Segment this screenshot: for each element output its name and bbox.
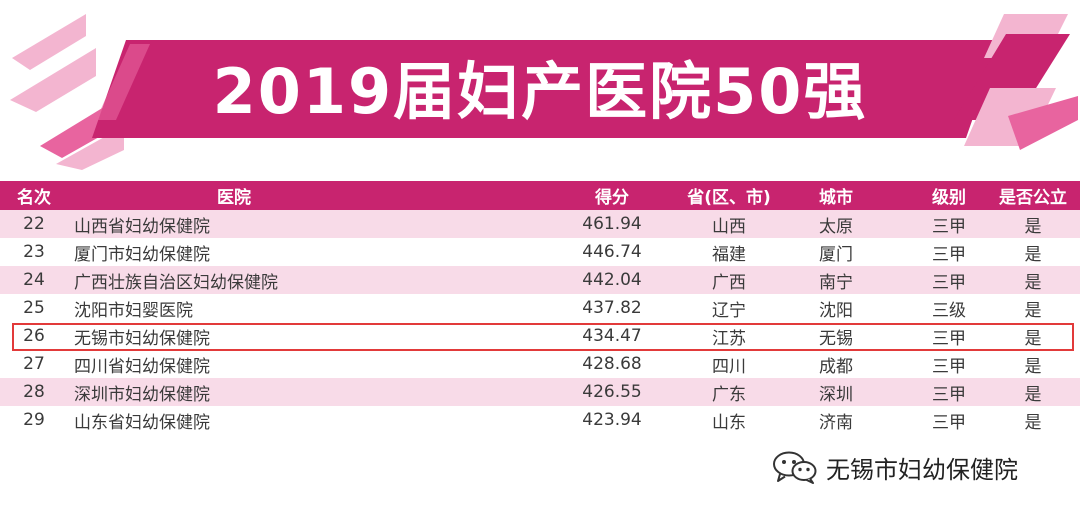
score-cell: 423.94 xyxy=(582,410,642,430)
hospital-cell: 广西壮族自治区妇幼保健院 xyxy=(74,272,278,293)
header-city: 城市 xyxy=(819,188,853,208)
score-cell: 461.94 xyxy=(582,214,642,234)
city-cell: 无锡 xyxy=(819,328,853,349)
left-stripe-1 xyxy=(12,14,86,70)
wechat-icon xyxy=(773,451,817,484)
rank-cell: 25 xyxy=(23,298,45,318)
table-row: 22 山西省妇幼保健院 461.94 山西 太原 三甲 是 xyxy=(0,210,1080,238)
right-stripe-2 xyxy=(954,34,1070,120)
public-cell: 是 xyxy=(1024,356,1042,377)
city-cell: 成都 xyxy=(819,356,853,377)
province-cell: 广西 xyxy=(712,272,746,293)
public-cell: 是 xyxy=(1024,412,1042,433)
hospital-cell: 山西省妇幼保健院 xyxy=(74,216,210,237)
score-cell: 442.04 xyxy=(582,270,642,290)
hospital-cell: 深圳市妇幼保健院 xyxy=(74,384,210,405)
city-cell: 厦门 xyxy=(819,244,853,265)
banner-graphic xyxy=(10,14,1078,170)
row-highlight-box xyxy=(12,323,1074,351)
table-row: 29 山东省妇幼保健院 423.94 山东 济南 三甲 是 xyxy=(0,406,1080,434)
wechat-watermark: 无锡市妇幼保健院 xyxy=(772,450,1018,484)
title-banner: 2019届妇产医院50强 xyxy=(0,0,1080,172)
header-rank: 名次 xyxy=(17,188,51,208)
level-cell: 三甲 xyxy=(932,244,966,265)
rank-cell: 22 xyxy=(23,214,45,234)
hospital-cell: 厦门市妇幼保健院 xyxy=(74,244,210,265)
rank-cell: 24 xyxy=(23,270,45,290)
hospital-cell: 沈阳市妇婴医院 xyxy=(74,300,193,321)
level-cell: 三甲 xyxy=(932,328,966,349)
header-public: 是否公立 xyxy=(999,188,1067,208)
score-cell: 434.47 xyxy=(582,326,642,346)
header-province: 省(区、市) xyxy=(687,188,771,208)
hospital-cell: 山东省妇幼保健院 xyxy=(74,412,210,433)
province-cell: 辽宁 xyxy=(712,300,746,321)
province-cell: 四川 xyxy=(712,356,746,377)
header-level: 级别 xyxy=(932,188,966,208)
public-cell: 是 xyxy=(1024,272,1042,293)
banner-title: 2019届妇产医院50强 xyxy=(212,55,868,128)
province-cell: 福建 xyxy=(712,244,746,265)
right-stripe-4 xyxy=(1008,96,1078,150)
level-cell: 三甲 xyxy=(932,412,966,433)
table-row-highlighted: 26 无锡市妇幼保健院 434.47 江苏 无锡 三甲 是 xyxy=(0,322,1080,350)
city-cell: 济南 xyxy=(819,412,853,433)
hospital-cell: 四川省妇幼保健院 xyxy=(74,356,210,377)
level-cell: 三甲 xyxy=(932,356,966,377)
level-cell: 三甲 xyxy=(932,272,966,293)
watermark-text: 无锡市妇幼保健院 xyxy=(826,455,1018,484)
rank-cell: 29 xyxy=(23,410,45,430)
header-score: 得分 xyxy=(595,188,629,208)
rank-cell: 23 xyxy=(23,242,45,262)
city-cell: 太原 xyxy=(819,216,853,237)
level-cell: 三级 xyxy=(932,300,966,321)
score-cell: 437.82 xyxy=(582,298,642,318)
score-cell: 446.74 xyxy=(582,242,642,262)
score-cell: 426.55 xyxy=(582,382,642,402)
level-cell: 三甲 xyxy=(932,384,966,405)
public-cell: 是 xyxy=(1024,384,1042,405)
rank-cell: 27 xyxy=(23,354,45,374)
table-row: 23 厦门市妇幼保健院 446.74 福建 厦门 三甲 是 xyxy=(0,238,1080,266)
public-cell: 是 xyxy=(1024,216,1042,237)
table-header: 名次 医院 得分 省(区、市) 城市 级别 是否公立 xyxy=(0,181,1080,210)
table-row: 28 深圳市妇幼保健院 426.55 广东 深圳 三甲 是 xyxy=(0,378,1080,406)
table-row: 27 四川省妇幼保健院 428.68 四川 成都 三甲 是 xyxy=(0,350,1080,378)
city-cell: 深圳 xyxy=(819,384,853,405)
table-row: 25 沈阳市妇婴医院 437.82 辽宁 沈阳 三级 是 xyxy=(0,294,1080,322)
table-row: 24 广西壮族自治区妇幼保健院 442.04 广西 南宁 三甲 是 xyxy=(0,266,1080,294)
province-cell: 广东 xyxy=(712,384,746,405)
public-cell: 是 xyxy=(1024,300,1042,321)
banner-band xyxy=(92,40,1000,138)
header-hospital: 医院 xyxy=(217,188,251,208)
city-cell: 沈阳 xyxy=(819,300,853,321)
province-cell: 山西 xyxy=(712,216,746,237)
ranking-table: 名次 医院 得分 省(区、市) 城市 级别 是否公立 22 山西省妇幼保健院 4… xyxy=(0,181,1080,434)
public-cell: 是 xyxy=(1024,244,1042,265)
province-cell: 江苏 xyxy=(712,328,746,349)
city-cell: 南宁 xyxy=(819,272,853,293)
public-cell: 是 xyxy=(1024,328,1042,349)
score-cell: 428.68 xyxy=(582,354,642,374)
rank-cell: 28 xyxy=(23,382,45,402)
rank-cell: 26 xyxy=(23,326,45,346)
band-accent-left xyxy=(96,44,150,120)
left-stripe-2 xyxy=(10,48,96,112)
province-cell: 山东 xyxy=(712,412,746,433)
hospital-cell: 无锡市妇幼保健院 xyxy=(74,328,210,349)
level-cell: 三甲 xyxy=(932,216,966,237)
